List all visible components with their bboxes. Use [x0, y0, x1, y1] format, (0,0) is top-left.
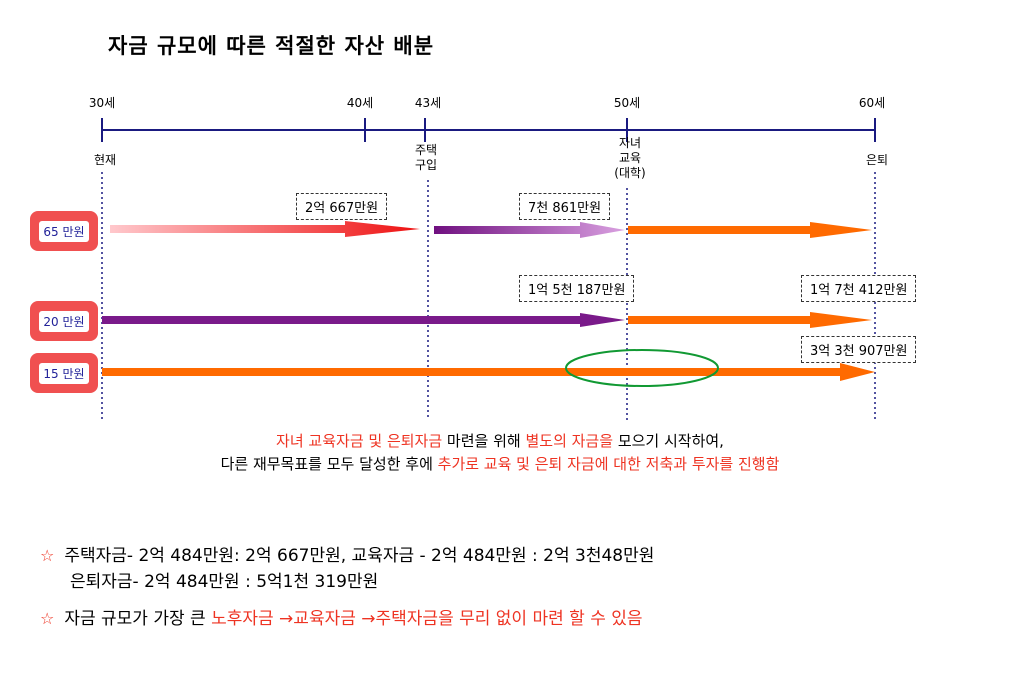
note-2-plain: 자금 규모가 가장 큰: [64, 609, 212, 629]
star-icon: ☆: [40, 546, 55, 565]
milestone-edu-line2: 교육: [618, 151, 642, 165]
age-50: 50세: [613, 96, 641, 110]
summary-line1-part4: 모으기 시작하여,: [613, 432, 724, 450]
note-1-line1: ☆ 주택자금- 2억 484만원: 2억 667만원, 교육자금 - 2억 484…: [40, 543, 654, 569]
summary-line1: 자녀 교육자금 및 은퇴자금 마련을 위해 별도의 자금을 모으기 시작하여,: [0, 430, 1000, 453]
row-badge-65-label: 65 만원: [39, 220, 89, 242]
milestone-edu: 자녀 교육 (대학): [614, 136, 645, 181]
note-2: ☆ 자금 규모가 가장 큰 노후자금 →교육자금 →주택자금을 무리 없이 마련 …: [40, 606, 643, 632]
milestone-now: 현재: [93, 153, 117, 167]
amount-box-retire-row2: 1억 7천 412만원: [801, 275, 917, 302]
summary-line2: 다른 재무목표를 모두 달성한 후에 추가로 교육 및 은퇴 자금에 대한 저축…: [0, 453, 1000, 476]
milestone-house-line1: 주택: [414, 143, 438, 157]
amount-box-edu-row1: 7천 861만원: [519, 193, 611, 220]
amount-box-house: 2억 667만원: [296, 193, 388, 220]
row-badge-20: 20 만원: [30, 301, 98, 341]
milestone-edu-line1: 자녀: [618, 136, 642, 150]
highlight-ellipse: [565, 349, 719, 387]
milestone-house-line2: 구입: [414, 158, 438, 172]
age-40: 40세: [346, 96, 374, 110]
row-badge-15-label: 15 만원: [39, 362, 89, 384]
row-badge-15: 15 만원: [30, 353, 98, 393]
note-1-text1: 주택자금- 2억 484만원: 2억 667만원, 교육자금 - 2억 484만…: [64, 546, 655, 566]
page-title: 자금 규모에 따른 적절한 자산 배분: [108, 34, 435, 58]
note-1: ☆ 주택자금- 2억 484만원: 2억 667만원, 교육자금 - 2억 484…: [40, 543, 654, 595]
summary-line1-part2: 마련을 위해: [442, 432, 526, 450]
row-badge-65: 65 만원: [30, 211, 98, 251]
arrow-row1-orange: [628, 222, 872, 238]
arrow-row3-orange: [102, 363, 875, 381]
summary-text: 자녀 교육자금 및 은퇴자금 마련을 위해 별도의 자금을 모으기 시작하여, …: [0, 430, 1000, 476]
arrow-row1-purple: [434, 222, 625, 238]
summary-line1-part3: 별도의 자금을: [525, 432, 614, 450]
note-2-highlight: 노후자금 →교육자금 →주택자금을 무리 없이 마련 할 수 있음: [211, 609, 643, 629]
milestone-retire: 은퇴: [865, 153, 889, 167]
milestone-house: 주택 구입: [415, 143, 437, 173]
summary-line1-part1: 자녀 교육자금 및 은퇴자금: [276, 432, 443, 450]
age-30: 30세: [88, 96, 116, 110]
milestone-edu-line3: (대학): [614, 166, 646, 180]
star-icon: ☆: [40, 609, 55, 628]
amount-box-retire-row3: 3억 3천 907만원: [801, 336, 917, 363]
age-43: 43세: [414, 96, 442, 110]
note-1-line2: 은퇴자금- 2억 484만원 : 5억1천 319만원: [70, 572, 379, 592]
summary-line2-part1: 다른 재무목표를 모두 달성한 후에: [220, 455, 438, 473]
arrow-row1-red: [110, 221, 420, 237]
row-badge-20-label: 20 만원: [39, 310, 89, 332]
arrow-row2-purple: [102, 313, 625, 327]
age-60: 60세: [858, 96, 886, 110]
arrow-row2-orange: [628, 312, 872, 328]
summary-line2-part2: 추가로 교육 및 은퇴 자금에 대한 저축과 투자를 진행함: [437, 455, 780, 473]
amount-box-edu-row2: 1억 5천 187만원: [519, 275, 635, 302]
